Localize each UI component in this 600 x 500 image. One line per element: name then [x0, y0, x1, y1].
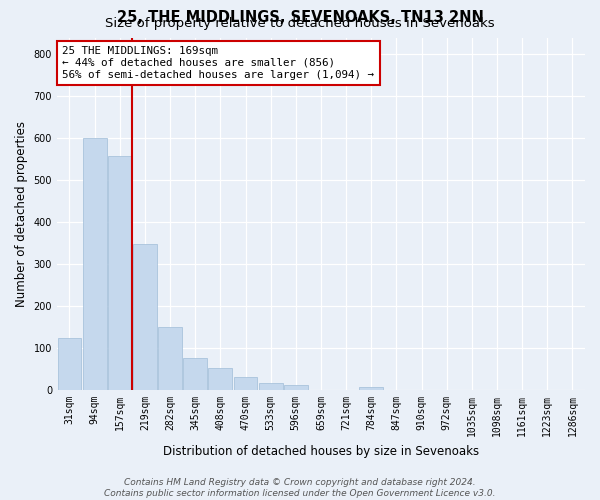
Bar	[284, 384, 308, 390]
Bar	[259, 383, 283, 390]
Bar	[108, 156, 132, 390]
Y-axis label: Number of detached properties: Number of detached properties	[15, 121, 28, 307]
Bar	[183, 358, 207, 390]
Text: 25, THE MIDDLINGS, SEVENOAKS, TN13 2NN: 25, THE MIDDLINGS, SEVENOAKS, TN13 2NN	[116, 10, 484, 25]
Text: 25 THE MIDDLINGS: 169sqm
← 44% of detached houses are smaller (856)
56% of semi-: 25 THE MIDDLINGS: 169sqm ← 44% of detach…	[62, 46, 374, 80]
Bar	[233, 376, 257, 390]
Text: Size of property relative to detached houses in Sevenoaks: Size of property relative to detached ho…	[105, 18, 495, 30]
X-axis label: Distribution of detached houses by size in Sevenoaks: Distribution of detached houses by size …	[163, 444, 479, 458]
Bar	[83, 138, 107, 390]
Bar	[58, 338, 82, 390]
Bar	[158, 327, 182, 390]
Bar	[359, 387, 383, 390]
Bar	[133, 244, 157, 390]
Bar	[208, 368, 232, 390]
Text: Contains HM Land Registry data © Crown copyright and database right 2024.
Contai: Contains HM Land Registry data © Crown c…	[104, 478, 496, 498]
